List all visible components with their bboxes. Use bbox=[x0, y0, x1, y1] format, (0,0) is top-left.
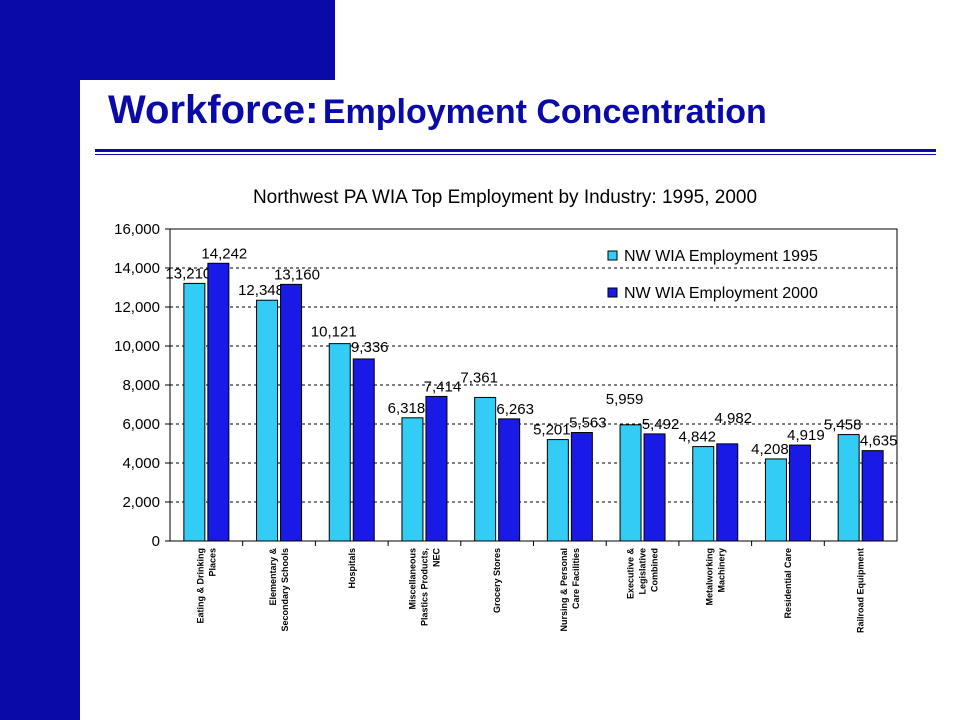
data-label: 5,563 bbox=[569, 415, 607, 432]
x-category-label: Care Facilities bbox=[571, 548, 581, 609]
x-category-label: Machinery bbox=[716, 548, 726, 593]
data-label: 14,242 bbox=[201, 245, 247, 262]
x-category-label: Legislative bbox=[638, 548, 648, 595]
top-brand-band bbox=[0, 0, 335, 80]
bar-2000 bbox=[861, 450, 884, 542]
bar-1995 bbox=[692, 446, 715, 542]
x-category-label: Miscellaneous bbox=[407, 548, 417, 610]
x-category-label: Places bbox=[207, 548, 217, 577]
data-label: 5,492 bbox=[642, 416, 680, 433]
bar-1995 bbox=[837, 434, 860, 542]
bar-2000 bbox=[352, 358, 375, 542]
data-label: 4,982 bbox=[714, 410, 752, 427]
bar-2000 bbox=[643, 433, 666, 542]
bar-1995 bbox=[328, 343, 351, 542]
bar-2000 bbox=[280, 283, 303, 542]
bar-2000 bbox=[207, 262, 230, 542]
x-category-label: Nursing & Personal bbox=[559, 548, 569, 632]
bar-1995 bbox=[183, 282, 206, 542]
data-label: 10,121 bbox=[311, 324, 357, 341]
left-brand-band bbox=[0, 0, 80, 720]
data-label: 6,318 bbox=[388, 400, 426, 417]
x-category-label: Combined bbox=[650, 548, 660, 592]
bar-2000 bbox=[570, 432, 593, 542]
data-label: 12,348 bbox=[238, 282, 284, 299]
data-label: 6,263 bbox=[496, 401, 534, 418]
y-tick-label: 2,000 bbox=[122, 494, 160, 511]
slide-title-sub: Employment Concentration bbox=[322, 93, 767, 131]
data-label: 7,414 bbox=[424, 378, 462, 395]
data-label: 13,160 bbox=[274, 266, 320, 283]
y-tick-label: 12,000 bbox=[114, 299, 160, 316]
bar-2000 bbox=[498, 418, 521, 542]
data-label: 7,361 bbox=[460, 369, 498, 386]
slide-title: Workforce: Employment Concentration bbox=[108, 88, 767, 133]
legend-label: NW WIA Employment 2000 bbox=[624, 285, 818, 302]
x-category-label: Plastics Products, bbox=[419, 548, 429, 626]
title-rule-thick bbox=[95, 149, 936, 152]
bar-1995 bbox=[764, 458, 787, 542]
y-tick-label: 6,000 bbox=[122, 416, 160, 433]
x-category-label: Eating & Drinking bbox=[195, 548, 205, 624]
x-category-label: Grocery Stores bbox=[492, 548, 502, 613]
x-category-label: Executive & bbox=[626, 548, 636, 600]
bar-1995 bbox=[256, 299, 279, 542]
bar-2000 bbox=[716, 443, 739, 542]
y-tick-label: 10,000 bbox=[114, 338, 160, 355]
data-label: 4,208 bbox=[751, 441, 789, 458]
x-category-label: Railroad Equipment bbox=[856, 548, 866, 633]
x-category-label: Elementary & bbox=[268, 548, 278, 606]
chart-title: Northwest PA WIA Top Employment by Indus… bbox=[253, 187, 757, 208]
legend-label: NW WIA Employment 1995 bbox=[624, 248, 818, 265]
y-tick-label: 14,000 bbox=[114, 260, 160, 277]
x-category-label: NEC bbox=[431, 548, 441, 568]
bar-1995 bbox=[546, 439, 569, 542]
data-label: 9,336 bbox=[351, 339, 389, 356]
x-category-label: Secondary Schools bbox=[280, 548, 290, 632]
data-label: 5,458 bbox=[824, 417, 862, 434]
data-label: 4,635 bbox=[860, 433, 898, 450]
legend-swatch-2000 bbox=[607, 287, 618, 298]
data-label: 5,959 bbox=[606, 391, 644, 408]
x-category-label: Metalworking bbox=[704, 548, 714, 606]
legend-swatch-1995 bbox=[607, 250, 618, 261]
bar-1995 bbox=[619, 424, 642, 542]
bar-1995 bbox=[474, 396, 497, 542]
bar-2000 bbox=[788, 444, 811, 542]
y-tick-label: 0 bbox=[152, 533, 160, 550]
title-rule-thin bbox=[95, 154, 936, 155]
bar-1995 bbox=[401, 417, 424, 542]
bar-2000 bbox=[425, 395, 448, 542]
y-tick-label: 8,000 bbox=[122, 377, 160, 394]
y-tick-label: 16,000 bbox=[114, 221, 160, 238]
slide-title-main: Workforce: bbox=[108, 88, 319, 132]
x-category-label: Hospitals bbox=[347, 548, 357, 589]
data-label: 5,201 bbox=[533, 422, 571, 439]
y-tick-label: 4,000 bbox=[122, 455, 160, 472]
data-label: 13,210 bbox=[165, 265, 211, 282]
data-label: 4,919 bbox=[787, 427, 825, 444]
data-label: 4,842 bbox=[678, 429, 716, 446]
x-category-label: Residential Care bbox=[783, 548, 793, 619]
